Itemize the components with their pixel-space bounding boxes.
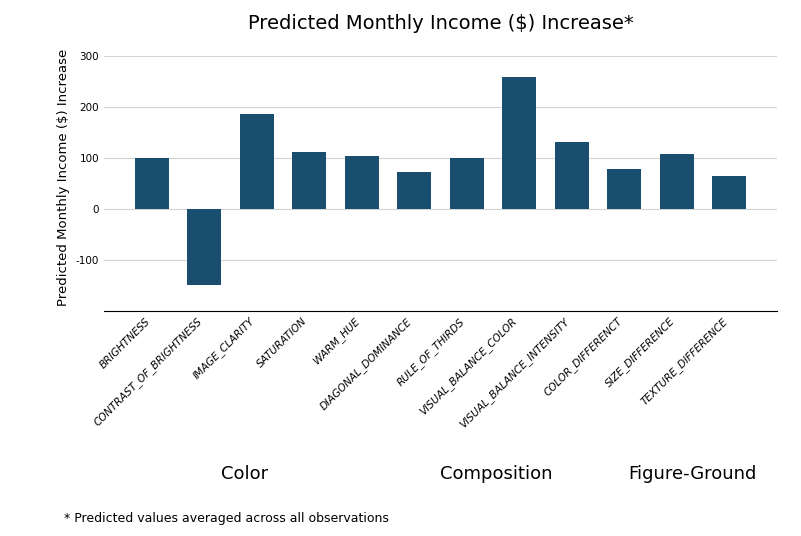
Bar — [712, 176, 747, 209]
Text: * Predicted values averaged across all observations: * Predicted values averaged across all o… — [64, 512, 389, 525]
Bar — [502, 77, 537, 209]
Bar — [135, 158, 169, 209]
Bar — [555, 143, 589, 209]
Bar — [187, 209, 221, 285]
Bar — [607, 169, 642, 209]
Bar — [449, 158, 484, 209]
Text: Color: Color — [221, 465, 268, 483]
Bar — [344, 156, 379, 209]
Bar — [292, 152, 326, 209]
Title: Predicted Monthly Income ($) Increase*: Predicted Monthly Income ($) Increase* — [248, 14, 634, 33]
Text: Composition: Composition — [441, 465, 553, 483]
Bar — [239, 114, 274, 209]
Bar — [397, 172, 432, 209]
Bar — [660, 154, 694, 209]
Y-axis label: Predicted Monthly Income ($) Increase: Predicted Monthly Income ($) Increase — [58, 48, 70, 306]
Text: Figure-Ground: Figure-Ground — [629, 465, 757, 483]
